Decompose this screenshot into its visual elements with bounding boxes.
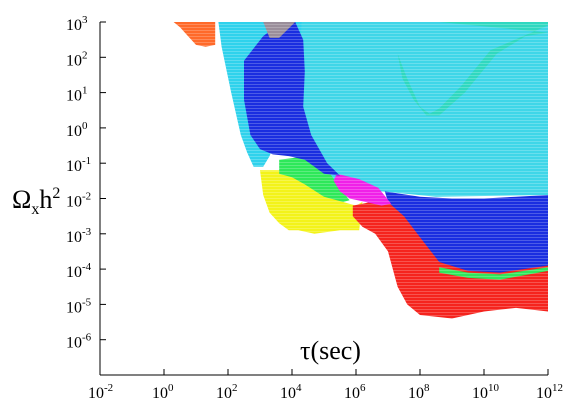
scanline-overlay <box>100 22 548 375</box>
x-axis-ticks: 10-2 100 102 104 106 108 1010 1012 <box>88 369 563 402</box>
x-tick-label: 100 <box>152 382 174 402</box>
y-axis-label-rest: h <box>39 185 52 214</box>
y-tick-label: 102 <box>66 49 88 69</box>
x-tick-label: 10-2 <box>88 382 113 402</box>
y-axis-label-main: Ω <box>12 185 31 214</box>
y-axis-label-sup: 2 <box>52 185 60 202</box>
y-tick-label: 10-1 <box>66 155 91 175</box>
y-axis-label: Ωxh2 <box>12 185 60 218</box>
x-tick-label: 102 <box>216 382 238 402</box>
y-tick-label: 103 <box>66 14 88 34</box>
x-tick-label: 104 <box>280 382 302 402</box>
y-tick-label: 101 <box>66 85 88 105</box>
y-tick-label: 10-3 <box>66 226 92 246</box>
x-tick-label: 106 <box>344 382 366 402</box>
x-tick-label: 1012 <box>536 382 563 402</box>
y-tick-label: 10-4 <box>66 261 92 281</box>
y-tick-label: 10-5 <box>66 296 92 316</box>
x-tick-label: 108 <box>408 382 430 402</box>
y-tick-label: 100 <box>66 120 88 140</box>
y-tick-label: 10-2 <box>66 191 91 211</box>
y-axis-ticks: 103 102 101 100 10-1 10-2 10-3 10-4 10-5 10-6 <box>66 14 106 352</box>
x-axis-label: τ(sec) <box>300 336 361 365</box>
x-tick-label: 1010 <box>472 382 500 402</box>
y-axis-label-sub: x <box>31 201 39 218</box>
y-tick-label: 10-6 <box>66 332 92 352</box>
